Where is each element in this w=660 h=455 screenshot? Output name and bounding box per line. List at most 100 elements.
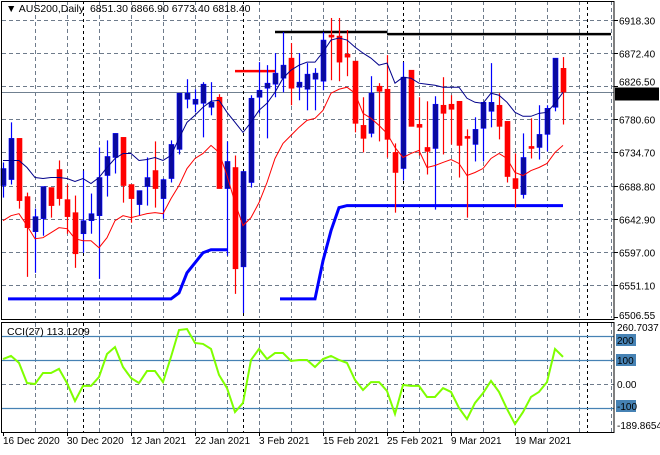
candle-body: [104, 156, 111, 176]
dropdown-triangle-icon[interactable]: ▼: [6, 3, 19, 15]
bull-candle: [40, 186, 47, 236]
price-tick-label: 6780.60: [619, 116, 656, 127]
bear-candle: [440, 77, 447, 155]
candle-body: [344, 53, 351, 58]
bull-candle: [176, 92, 183, 155]
cci-level-badge: [616, 400, 636, 412]
bear-candle: [408, 69, 415, 127]
candle-body: [112, 133, 119, 158]
bear-candle: [120, 137, 127, 203]
time-tick-label: 30 Dec 2020: [67, 436, 124, 447]
bull-candle: [184, 79, 191, 109]
candle-body: [80, 220, 87, 235]
candle-body: [8, 138, 15, 180]
candle-body: [448, 103, 455, 110]
bear-candle: [384, 55, 391, 158]
bull-candle: [80, 170, 87, 253]
candle-body: [224, 161, 231, 189]
bull-candle: [208, 82, 215, 116]
bear-candle: [512, 153, 519, 208]
cci-axis-label: -189.8654: [617, 421, 660, 432]
candle-body: [376, 85, 383, 92]
candle-body: [88, 213, 95, 221]
candle-body: [32, 216, 39, 233]
current-price-badge: [615, 87, 659, 101]
bull-candle: [224, 141, 231, 256]
bull-candle: [32, 208, 39, 273]
candle-body: [216, 96, 223, 189]
candle-body: [336, 35, 343, 63]
candle-body: [200, 83, 207, 104]
bull-candle: [304, 63, 311, 111]
cci-level-badge: [616, 334, 636, 346]
bear-candle: [16, 138, 23, 209]
bear-candle: [560, 57, 567, 125]
bear-candle: [352, 60, 359, 133]
bull-candle: [168, 140, 175, 183]
candle-body: [120, 137, 127, 186]
candle-body: [24, 196, 31, 228]
time-tick-label: 15 Feb 2021: [323, 436, 380, 447]
bull-candle: [520, 133, 527, 199]
bear-candle: [448, 95, 455, 145]
bull-candle: [296, 53, 303, 101]
bear-candle: [360, 97, 367, 153]
candle-body: [512, 178, 519, 189]
chart-header: ▼ AUS200,Daily 6851.30 6866.90 6773.40 6…: [6, 3, 251, 15]
current-price-label: 6818.40: [617, 91, 654, 102]
bear-candle: [128, 184, 135, 223]
bull-candle: [192, 89, 199, 113]
candle-body: [128, 184, 135, 199]
cci-pane-frame: [1, 322, 615, 433]
candle-body: [400, 76, 407, 169]
bear-candle: [72, 195, 79, 268]
candle-body: [408, 69, 415, 127]
candle-body: [136, 190, 143, 205]
price-tick-label: 6826.50: [619, 78, 656, 89]
candle-body: [288, 57, 295, 89]
candle-body: [464, 136, 471, 139]
grid: [2, 1, 614, 432]
bull-candle: [312, 68, 319, 111]
bear-candle: [424, 101, 431, 175]
candle-body: [432, 103, 439, 149]
candle-body: [544, 107, 551, 135]
bull-candle: [272, 53, 279, 98]
candle-body: [48, 187, 55, 206]
bull-candle: [536, 105, 543, 160]
ohlc-readout: 6851.30 6866.90 6773.40 6818.40: [89, 3, 251, 15]
candle-body: [256, 89, 263, 98]
bear-candle: [528, 118, 535, 159]
candle-body: [528, 146, 535, 149]
ma-fast-line: [3, 37, 564, 185]
bear-candle: [288, 43, 295, 106]
candle-body: [496, 104, 503, 127]
candle-body: [40, 186, 47, 219]
candle-body: [328, 34, 335, 38]
time-tick-label: 3 Feb 2021: [259, 436, 310, 447]
price-tick-label: 6597.00: [619, 249, 656, 260]
candle-body: [560, 68, 567, 93]
candle-body: [552, 57, 559, 108]
bull-candle: [488, 63, 495, 128]
candle-body: [536, 134, 543, 148]
cci-axis-label: 260.7037: [617, 323, 659, 334]
candle-body: [368, 92, 375, 134]
main-pane-frame: [1, 1, 615, 320]
price-axis: 6918.30 6872.40 6826.50 6780.60 6734.70 6688.…: [614, 17, 660, 432]
candle-body: [296, 81, 303, 88]
candle-body: [520, 157, 527, 195]
time-tick-label: 12 Jan 2021: [131, 436, 186, 447]
bear-candle: [392, 143, 399, 213]
bull-candle: [256, 62, 263, 114]
bear-candle: [344, 30, 351, 77]
bull-candle: [432, 96, 439, 210]
cci-axis-label: -100: [617, 402, 637, 413]
candle-body: [392, 152, 399, 173]
bull-candle: [264, 65, 271, 139]
bear-candle: [56, 160, 63, 206]
time-tick-label: 19 Mar 2021: [515, 436, 572, 447]
candle-body: [488, 102, 495, 112]
bull-candle: [472, 117, 479, 162]
